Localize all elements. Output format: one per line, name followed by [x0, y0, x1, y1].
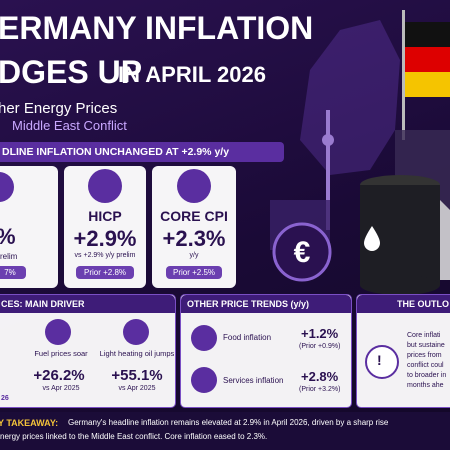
- card-prior: 7%: [0, 266, 26, 279]
- card-prior: Prior +2.8%: [76, 266, 134, 279]
- item-value: +2.8%: [301, 369, 339, 384]
- title: IN APRIL 2026: [118, 62, 266, 87]
- item-prior: (Prior +3.2%): [299, 386, 341, 393]
- card-value: %: [0, 224, 16, 250]
- takeaway-label: Y TAKEAWAY:: [0, 418, 59, 428]
- item-value: +26.2%: [33, 367, 85, 384]
- card: CORE CPI +2.3% y/y Prior +2.5%: [152, 166, 236, 288]
- item-prior: (Prior +0.9%): [299, 343, 341, 350]
- outlook-line: conflict coul: [407, 362, 444, 369]
- outlook-line: Core inflati: [407, 332, 441, 339]
- card: HICP +2.9% vs +2.9% y/y prelim Prior +2.…: [64, 166, 146, 288]
- item-label: Services inflation: [223, 376, 284, 385]
- item-label: Light heating oil jumps: [99, 349, 175, 358]
- item-label: Fuel prices soar: [34, 349, 88, 358]
- item-value: +1.2%: [301, 326, 339, 341]
- section-title: THE OUTLO: [357, 295, 450, 313]
- card-value: +2.3%: [162, 226, 226, 251]
- section-title: OTHER PRICE TRENDS (y/y): [181, 295, 351, 313]
- title: ERMANY INFLATION: [0, 10, 314, 46]
- outlook-line: prices from: [407, 352, 442, 359]
- card: % relim 7%: [0, 166, 58, 288]
- item-sub: vs Apr 2025: [42, 385, 80, 392]
- trends-box: OTHER PRICE TRENDS (y/y) Food inflation …: [180, 294, 352, 408]
- outlook-text: Core inflati but sustaine prices from confl…: [407, 331, 446, 391]
- card-prior: Prior +2.5%: [166, 266, 222, 279]
- svg-text:€: €: [294, 236, 311, 269]
- title: DGES UP: [0, 54, 143, 90]
- card-label: HICP: [88, 208, 122, 224]
- takeaway: Y TAKEAWAY: Germany's headline inflation…: [0, 412, 450, 450]
- footer: 26: [1, 395, 9, 402]
- takeaway-text: nergy prices linked to the Middle East c…: [0, 432, 268, 441]
- banner: DLINE INFLATION UNCHANGED AT +2.9% y/y: [0, 142, 284, 162]
- card-sub: relim: [0, 252, 18, 261]
- outlook-box: THE OUTLO ! Core inflati but sustaine pric…: [356, 294, 450, 408]
- section-title: CES: MAIN DRIVER: [0, 295, 175, 313]
- item-label: Food inflation: [223, 333, 272, 342]
- subtitle: Middle East Conflict: [12, 118, 127, 133]
- card-sub: vs +2.9% y/y prelim: [74, 252, 136, 259]
- outlook-line: but sustaine: [407, 342, 445, 349]
- outlook-line: to broader in: [407, 372, 447, 379]
- energy-box: CES: MAIN DRIVER Fuel prices soar +26.2%…: [0, 294, 176, 408]
- outlook-line: months ahe: [407, 382, 444, 389]
- card-label: CORE CPI: [160, 208, 228, 224]
- subtitle: her Energy Prices: [0, 100, 118, 117]
- takeaway-text: Germany's headline inflation remains ele…: [68, 418, 389, 427]
- item-value: +55.1%: [111, 367, 163, 384]
- card-sub: y/y: [189, 252, 199, 259]
- card-value: +2.9%: [73, 226, 137, 251]
- item-sub: vs Apr 2025: [118, 385, 156, 392]
